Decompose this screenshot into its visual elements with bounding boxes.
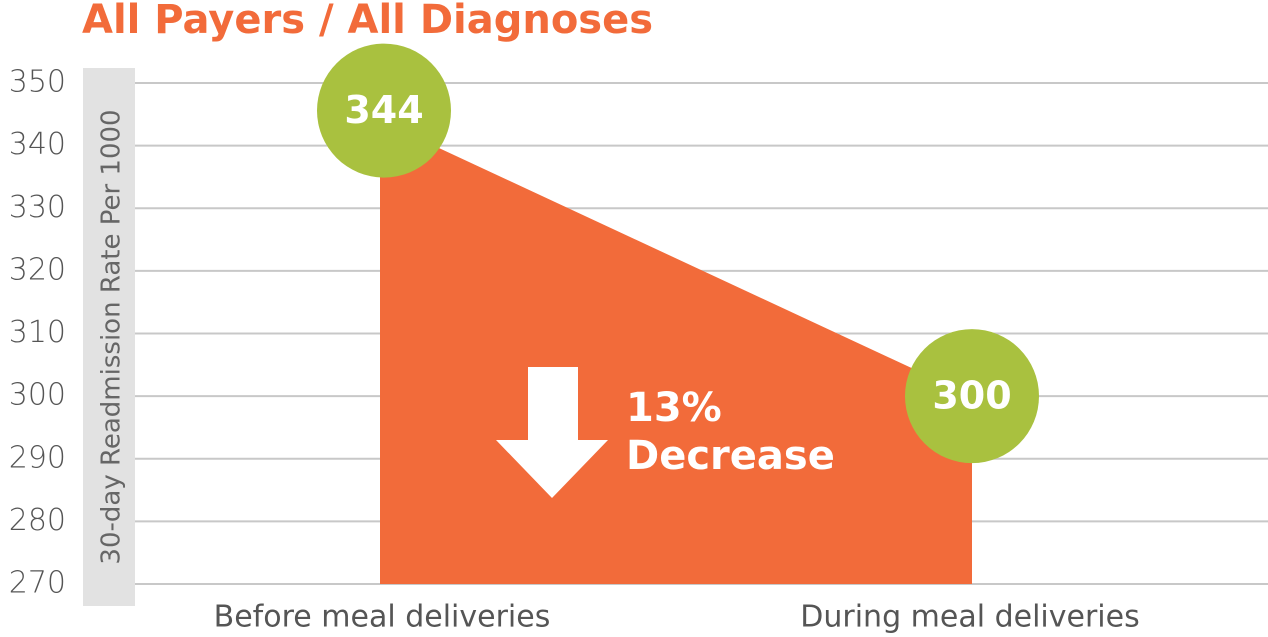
x-tick-label: Before meal deliveries — [214, 600, 551, 635]
y-tick-label: 330 — [9, 190, 66, 225]
arrow — [496, 367, 608, 498]
y-tick-label: 320 — [9, 252, 66, 287]
marker — [905, 329, 1039, 464]
area — [380, 120, 972, 584]
y-tick-label: 310 — [9, 315, 66, 350]
value-label: 300 — [932, 374, 1011, 418]
annotation: Decrease — [626, 433, 835, 479]
marker — [317, 43, 451, 178]
y-axis-label: 30-day Readmission Rate Per 1000 — [97, 109, 127, 564]
y-tick-label: 350 — [9, 65, 66, 100]
y-tick-label: 270 — [9, 566, 66, 601]
value-label: 344 — [344, 88, 423, 132]
y-tick-label: 340 — [9, 127, 66, 162]
y-label-band — [83, 68, 135, 606]
x-tick-label: During meal deliveries — [800, 600, 1139, 635]
y-tick-label: 290 — [9, 440, 66, 475]
y-tick-label: 280 — [9, 503, 66, 538]
annotation: 13% — [626, 385, 722, 431]
y-tick-label: 300 — [9, 378, 66, 413]
chart-title: All Payers / All Diagnoses — [82, 0, 653, 43]
